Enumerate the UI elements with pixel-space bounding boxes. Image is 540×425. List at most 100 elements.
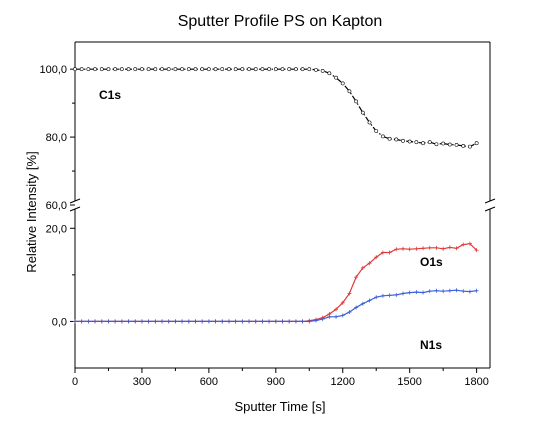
series-n1s-point [360,301,365,306]
series-n1s-point [474,288,479,293]
series-labels: C1s O1s N1s [99,88,443,352]
series-n1s-point [200,319,205,324]
series-n1s-point [287,319,292,324]
series-n1s-point [253,319,258,324]
series-o1s-point [414,246,419,251]
series-o1s-point [441,246,446,251]
x-tick-label: 1200 [330,376,354,388]
series-c1s-point [334,75,338,80]
series-n1s-point [233,319,238,324]
series-c1s-point [407,139,412,144]
series-c1s-point [314,67,318,72]
series-c1s-point [193,67,198,72]
x-tick-label: 300 [133,376,151,388]
series-o1s-point [380,250,385,255]
series-c1s-point [300,67,305,72]
series-c1s-point [166,67,171,72]
y-tick-label: 0,0 [52,316,67,328]
series-c1s-point [280,67,285,72]
series-c1s-point [119,67,124,72]
series-o1s-point [374,255,379,260]
series-o1s-point [394,247,399,252]
series-o1s-point [474,248,479,253]
series-n1s-point [153,319,158,324]
series-n1s-point [293,319,298,324]
chart-title: Sputter Profile PS on Kapton [178,13,383,30]
x-tick-label: 900 [267,376,285,388]
series-c1s-point [454,142,459,147]
series-c1s-point [421,141,425,146]
series-c1s-point [227,67,231,72]
series-c1s-point [173,67,178,72]
series-n1s-point [86,319,91,324]
series-n1s-point [106,319,111,324]
series-c1s-point [354,99,359,104]
series-n1s-point [334,314,339,319]
series-c1s-point [461,144,466,148]
series-c1s-point [126,67,131,72]
series-n1s-point [454,288,459,293]
series-o1s-point [434,245,439,250]
series-n1s-point [173,319,178,324]
series-n1s-point [394,292,399,297]
x-tick-label: 1500 [397,376,421,388]
series-n1s-point [226,319,231,324]
series-o1s-point [407,247,412,252]
series-c1s-point [401,138,405,143]
series-n1s-point [427,289,432,294]
series-n1s-point [79,319,84,324]
series-c1s-point [327,71,332,76]
series-o1s-point [427,245,432,250]
series-o1s-point [421,246,426,251]
series-o1s-point [347,291,352,296]
series-o1s-point [400,246,405,251]
series-n1s-point [447,288,452,293]
series-o1s-point [454,246,459,251]
series-n1s-point [320,317,325,322]
series-n1s-line [75,289,477,322]
series-c1s-point [213,67,218,72]
series-n1s-point [354,305,359,310]
series-label-o1s: O1s [420,255,443,269]
y-tick-label: 60,0 [46,200,67,212]
series-o1s-point [354,275,359,280]
series-o1s-point [387,250,392,255]
series-c1s-point [394,137,399,142]
series-n1s-point [387,293,392,298]
series-c1s-point [320,68,325,73]
series-c1s-point [293,67,298,72]
y-axis-label: Relative Intensity [%] [24,151,39,272]
series-c1s-point [307,67,312,72]
series-n1s-point [240,319,245,324]
series-c1s-point [153,67,158,72]
series-n1s-point [126,319,131,324]
series-n1s-point [421,290,426,295]
series-n1s-point [280,319,285,324]
series-c1s-point [106,67,111,72]
series-n1s-point [414,290,419,295]
series-c1s-point [447,142,452,147]
series-c1s-point [79,67,84,72]
series-n1s-point [119,319,124,324]
series-c1s-point [260,67,265,72]
series-o1s-point [360,265,365,270]
series-c1s-point [340,81,345,86]
series-n1s-point [193,319,198,324]
series-c1s-point [414,140,419,145]
series-n1s-point [380,293,385,298]
series-c1s-point [220,67,225,72]
series-c1s-point [360,110,365,115]
series-n1s-point [73,319,77,324]
axis-break-mark [69,198,81,204]
series-c1s-point [160,67,164,72]
series-c1s-point [247,67,251,72]
series-n1s-point [367,298,372,303]
series-o1s-point [340,300,345,305]
series-n1s-point [220,319,225,324]
series-n1s-point [213,319,218,324]
series-c1s-point [468,144,472,149]
x-axis-ticks: 0 300 600 900 1200 1500 1800 [72,368,489,388]
series-n1s-point [99,319,104,324]
series-n1s-point [273,319,278,324]
y-tick-label: 20,0 [46,223,67,235]
